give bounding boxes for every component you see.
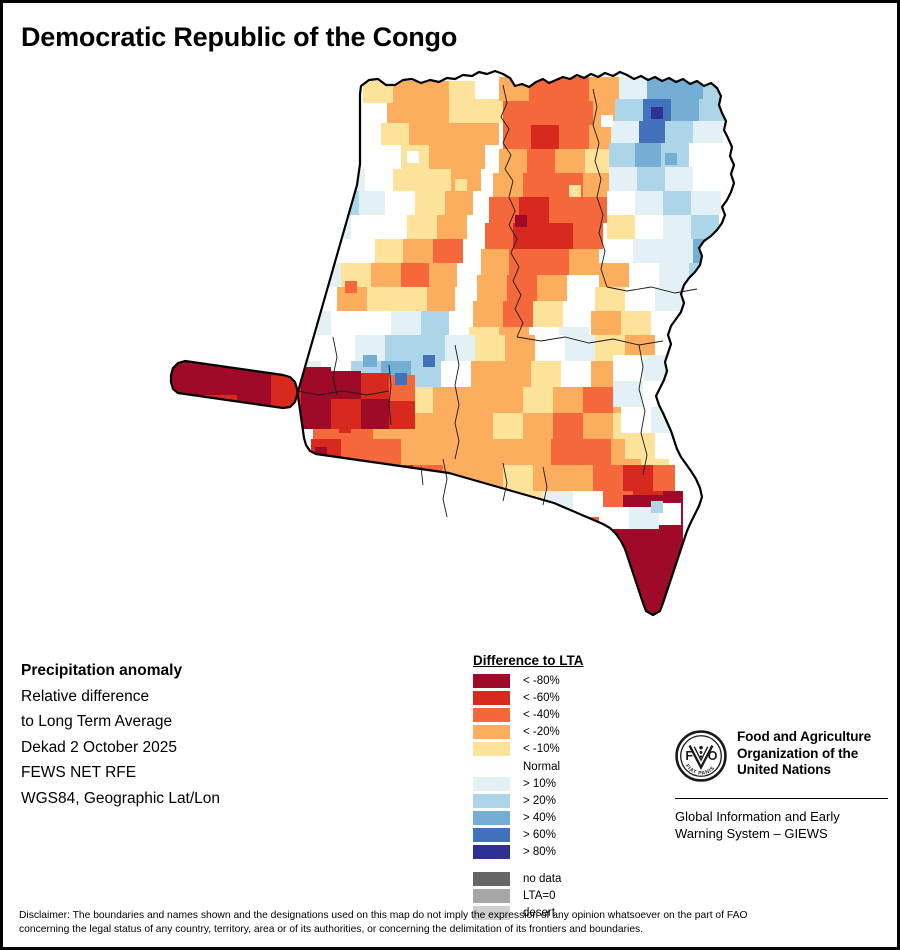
legend-item: Normal [473,758,633,775]
description-line-2: Relative difference [21,687,150,705]
description-line-4: Dekad 2 October 2025 [21,738,177,756]
legend-item: < -40% [473,706,633,723]
country-border [169,69,736,617]
legend-title: Difference to LTA [473,653,584,668]
legend-label: < -80% [523,674,560,687]
legend-swatch [473,690,510,705]
disclaimer-line-2: concerning the legal status of any count… [19,923,644,935]
disclaimer-line-1: Disclaimer: The boundaries and names sho… [19,910,748,921]
legend-item: > 80% [473,844,633,861]
fao-branding: F O FIAT PANIS Food and Agriculture Orga… [675,729,890,842]
map-description: Precipitation anomaly Relative differenc… [21,658,321,811]
disclaimer: Disclaimer: The boundaries and names sho… [19,909,887,936]
legend-item-nodata: no data [473,870,633,887]
legend-label: < -20% [523,726,560,739]
description-line-6: WGS84, Geographic Lat/Lon [21,789,221,807]
page-title: Democratic Republic of the Congo [21,22,458,52]
legend-label: > 40% [523,812,556,825]
fao-org-line-2: Organization of the [737,745,859,761]
legend-item: < -60% [473,689,633,706]
legend-swatch [473,828,510,843]
legend-label: > 80% [523,846,556,859]
description-line-3: to Long Term Average [21,713,173,730]
legend-label: > 20% [523,794,556,807]
legend-item: > 10% [473,775,633,792]
description-line-1: Precipitation anomaly [21,662,183,679]
legend-label: < -10% [523,743,560,756]
legend-swatch [473,776,510,791]
legend-swatch [473,760,510,774]
legend-item: > 60% [473,827,633,844]
legend-swatch [473,906,510,921]
legend-item: > 40% [473,810,633,827]
legend-label: > 10% [523,777,556,790]
fao-org-line-1: Food and Agriculture [737,729,871,744]
legend-item-lta-zero: LTA=0 [473,887,633,904]
giews-programme-name: Global Information and Early Warning Sys… [675,808,890,842]
legend-label: Normal [523,760,561,773]
legend-label: > 60% [523,829,556,842]
giews-line-1: Global Information and Early [675,809,840,824]
legend-swatch [473,871,510,886]
legend-item: < -10% [473,741,633,758]
legend-label: < -40% [523,708,560,721]
legend-label: < -60% [523,691,560,704]
fao-divider [675,798,888,799]
legend-item: < -80% [473,672,633,689]
map-legend: Difference to LTA < -80% < -60% < -40% <… [473,653,633,922]
fao-organization-name: Food and Agriculture Organization of the… [737,729,871,779]
legend-swatch [473,707,510,722]
province-boundaries [296,84,698,518]
legend-swatch [473,811,510,826]
legend-item: < -20% [473,724,633,741]
legend-separator [473,861,633,870]
svg-text:O: O [708,749,718,763]
fao-org-line-3: United Nations [737,762,831,777]
svg-text:F: F [685,749,693,763]
map-canvas[interactable] [3,55,897,625]
giews-line-2: Warning System – GIEWS [675,826,828,841]
legend-swatch [473,742,510,757]
legend-item: > 20% [473,792,633,809]
description-line-5: FEWS NET RFE [21,764,137,781]
legend-label: no data [523,872,562,885]
legend-swatch [473,725,510,740]
legend-swatch [473,793,510,808]
drc-anomaly-map[interactable] [3,55,897,625]
legend-label: desert [523,907,555,920]
legend-item-desert: desert [473,904,633,921]
legend-swatch [473,845,510,860]
legend-label: LTA=0 [523,889,556,902]
legend-swatch [473,673,510,688]
legend-swatch [473,888,510,903]
fao-logo-icon: F O FIAT PANIS [675,730,727,787]
